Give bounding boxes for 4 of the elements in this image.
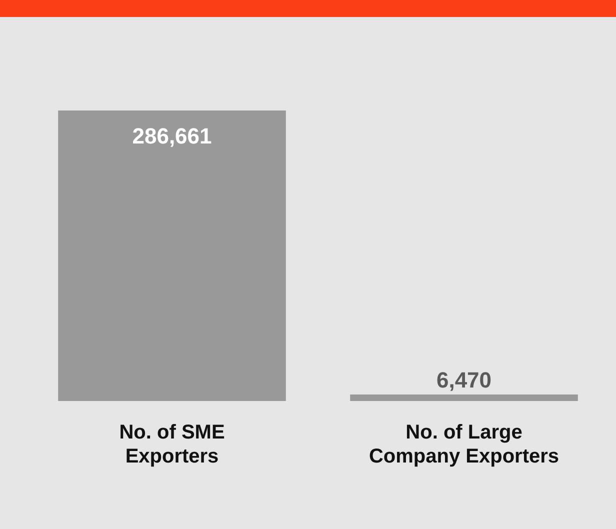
x-tick-label: No. of SME Exporters	[119, 422, 225, 468]
data-label: 6,470	[436, 368, 492, 393]
x-tick-label: No. of Large Company Exporters	[368, 422, 560, 468]
data-label: 286,661	[132, 124, 212, 149]
